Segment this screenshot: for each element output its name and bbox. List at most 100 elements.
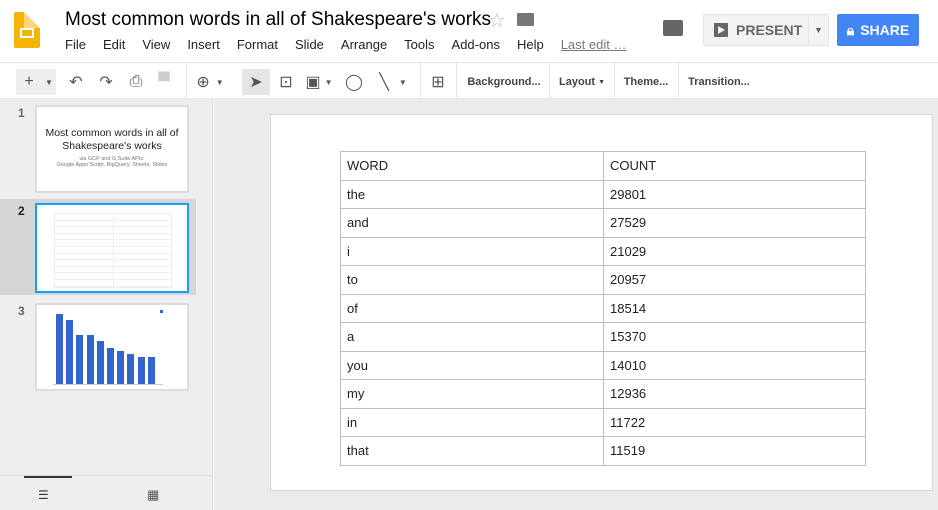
thumb-table-row [55, 266, 171, 274]
slide-thumbnail-3[interactable] [35, 303, 189, 391]
thumb-table-row [55, 279, 171, 287]
paint-format-icon[interactable]: ▀ [158, 73, 170, 90]
new-slide-icon[interactable]: + [16, 69, 42, 95]
word-cell[interactable]: to [340, 265, 604, 295]
word-cell[interactable]: the [340, 179, 604, 209]
slide-thumbnail-1[interactable]: Most common words in all of Shakespeare'… [35, 105, 189, 193]
thumb-table-row [55, 246, 171, 254]
thumb-chart-bar [56, 314, 63, 384]
menu-insert[interactable]: Insert [187, 37, 220, 52]
share-button[interactable]: 🔒︎ SHARE [837, 14, 919, 46]
present-label: PRESENT [736, 22, 803, 38]
slides-logo[interactable] [14, 12, 40, 48]
thumb-chart-bar [107, 348, 114, 384]
thumb-chart-bar [147, 357, 155, 384]
word-cell[interactable]: you [340, 350, 604, 380]
word-cell[interactable]: my [340, 379, 604, 409]
count-cell[interactable]: 15370 [603, 322, 866, 352]
image-icon[interactable]: ▣ ▼ [305, 74, 333, 91]
undo-icon[interactable]: ↶ [69, 74, 83, 91]
background-button[interactable]: Background... [467, 76, 541, 88]
redo-icon[interactable]: ↷ [99, 74, 113, 91]
count-cell[interactable]: 21029 [603, 236, 866, 266]
count-cell[interactable]: 29801 [603, 179, 866, 209]
slide-number: 3 [18, 304, 25, 318]
count-cell[interactable]: 20957 [603, 265, 866, 295]
last-edit-link[interactable]: Last edit … [560, 37, 627, 52]
table-row: and 27529 [340, 208, 866, 238]
theme-button[interactable]: Theme... [623, 76, 669, 88]
select-icon[interactable]: ➤ [242, 69, 270, 95]
menu-tools[interactable]: Tools [404, 37, 435, 52]
thumb-table-row [55, 273, 171, 280]
menu-format[interactable]: Format [236, 37, 278, 52]
menu-arrange[interactable]: Arrange [340, 37, 388, 52]
list-view-icon[interactable]: ☰ [38, 488, 49, 502]
header-count[interactable]: COUNT [603, 151, 866, 181]
lock-icon: 🔒︎ [846, 21, 855, 38]
comment-icon[interactable] [663, 20, 683, 36]
count-cell[interactable]: 27529 [603, 208, 866, 238]
shape-icon[interactable]: ◯ [345, 74, 363, 91]
word-cell[interactable]: in [340, 407, 604, 437]
print-icon[interactable]: ⎙ [129, 73, 143, 90]
thumb-chart-bar [137, 356, 145, 384]
zoom-icon[interactable]: ⊕ ▼ [196, 74, 224, 91]
thumb-chart-bar [96, 340, 104, 384]
word-cell[interactable]: i [340, 236, 604, 266]
header-word[interactable]: WORD [340, 151, 604, 181]
present-dropdown[interactable]: ▼ [808, 14, 829, 46]
toolbar: + ▼ ↶ ↷ ⎙ ▀ ⊕ ▼ ➤ ⊡ ▣ ▼ ◯ ╲ ▼ ⊞ Background.… [0, 62, 938, 99]
menu-bar: File Edit View Insert Format Slide Arran… [65, 37, 643, 52]
share-label: SHARE [860, 22, 910, 38]
count-cell[interactable]: 12936 [603, 379, 866, 409]
table-row: to 20957 [340, 265, 866, 295]
menu-view[interactable]: View [142, 37, 171, 52]
thumb-table-row [55, 220, 171, 228]
word-count-table[interactable]: WORD COUNT the 29801 and 27529 i 21029 to 20957 o… [340, 151, 866, 466]
menu-addons[interactable]: Add-ons [451, 37, 500, 52]
count-cell[interactable]: 11519 [603, 436, 866, 466]
thumb-chart-bar [86, 335, 94, 384]
slide-thumbnail-2[interactable] [35, 203, 189, 293]
count-cell[interactable]: 18514 [603, 293, 866, 323]
thumb-chart-bar [117, 351, 125, 384]
menu-slide[interactable]: Slide [295, 37, 324, 52]
textbox-icon[interactable]: ⊡ [279, 74, 293, 91]
folder-icon[interactable] [517, 13, 534, 26]
thumb-table-row [55, 260, 171, 267]
menu-file[interactable]: File [65, 37, 86, 52]
table-row: a 15370 [340, 322, 866, 352]
thumb-table-row [55, 227, 171, 234]
line-icon[interactable]: ╲ ▼ [379, 74, 407, 91]
count-cell[interactable]: 14010 [603, 350, 866, 380]
slide-number: 1 [18, 106, 25, 120]
thumb-title: Most common words in all of Shakespeare'… [45, 127, 179, 152]
word-cell[interactable]: that [340, 436, 604, 466]
play-icon [714, 23, 728, 37]
word-cell[interactable]: of [340, 293, 604, 323]
slide-number: 2 [18, 204, 25, 218]
document-title[interactable]: Most common words in all of Shakespeare'… [65, 9, 492, 30]
filmstrip: 1 Most common words in all of Shakespear… [0, 99, 213, 475]
word-cell[interactable]: and [340, 208, 604, 238]
table-header-row: WORD COUNT [340, 151, 866, 181]
table-row: i 21029 [340, 236, 866, 266]
present-button[interactable]: PRESENT [703, 14, 809, 46]
new-slide-dropdown[interactable]: ▼ [42, 69, 56, 95]
table-row: you 14010 [340, 350, 866, 380]
word-cell[interactable]: a [340, 322, 604, 352]
layout-label: Layout [559, 76, 596, 88]
star-icon[interactable]: ☆ [488, 10, 506, 32]
table-row: that 11519 [340, 436, 866, 466]
layout-button[interactable]: Layout ▼ [559, 76, 605, 88]
comment-add-icon[interactable]: ⊞ [431, 74, 445, 91]
count-cell[interactable]: 11722 [603, 407, 866, 437]
table-row: of 18514 [340, 293, 866, 323]
transition-button[interactable]: Transition... [688, 76, 750, 88]
grid-view-icon[interactable]: ▦ [147, 487, 160, 502]
thumb-table-row [55, 240, 171, 247]
thumb-table-row [55, 214, 171, 221]
menu-help[interactable]: Help [516, 37, 544, 52]
menu-edit[interactable]: Edit [102, 37, 126, 52]
